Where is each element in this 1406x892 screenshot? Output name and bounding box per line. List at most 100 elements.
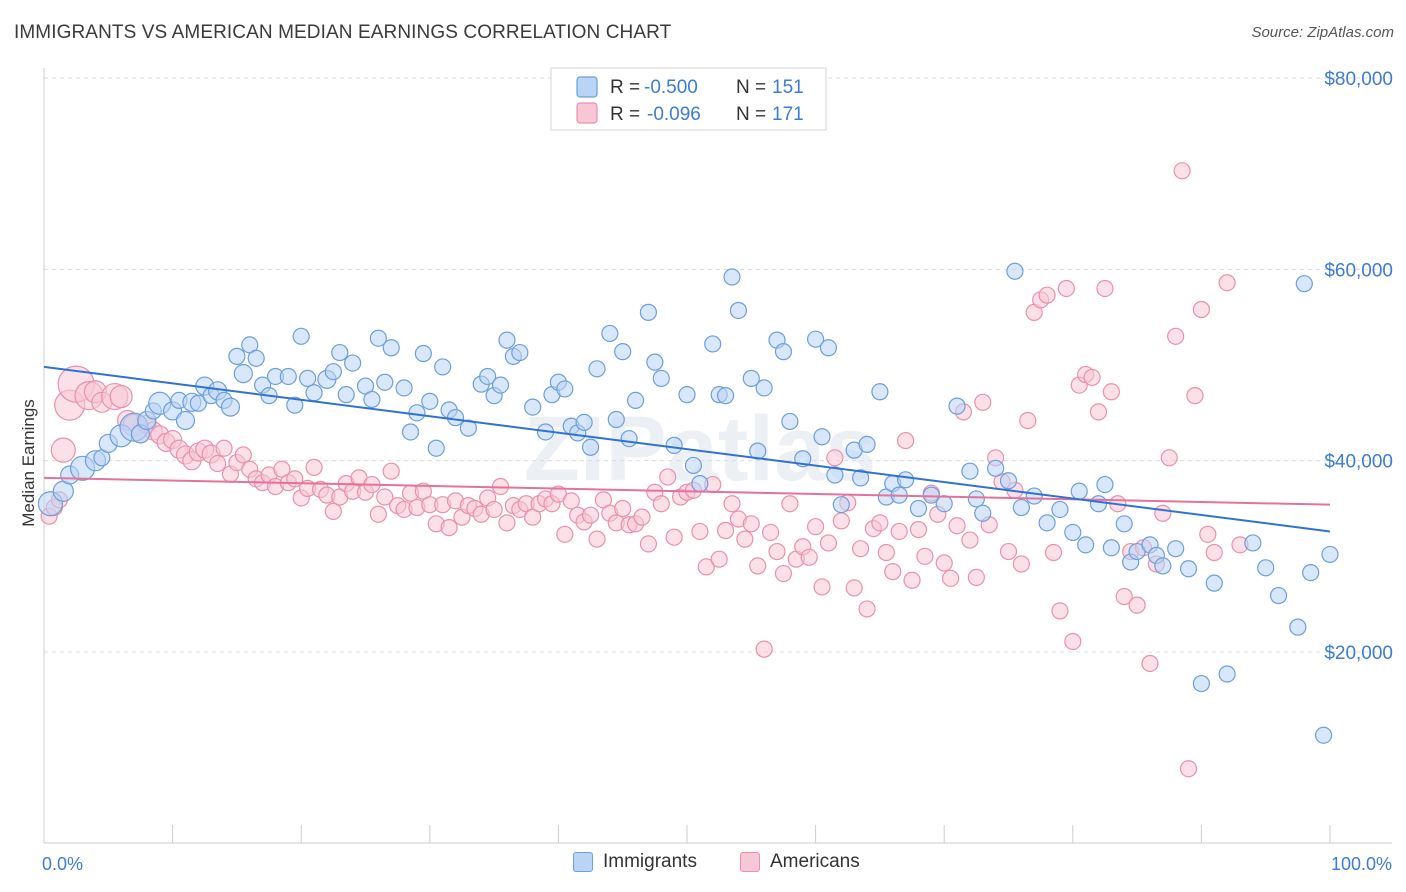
americans-point <box>1167 327 1185 345</box>
immigrants-point <box>742 369 760 387</box>
immigrants-point <box>1051 500 1069 519</box>
americans-point <box>1192 300 1211 319</box>
immigrants-point <box>446 409 465 427</box>
immigrants-point <box>723 268 741 286</box>
americans-point <box>209 454 227 473</box>
y-axis-title: Median Earnings <box>19 399 38 527</box>
immigrants-point <box>434 358 452 376</box>
immigrants-point <box>639 303 658 321</box>
x-tick-label-left: 0.0% <box>42 854 83 874</box>
immigrants-point <box>1257 559 1275 577</box>
americans-point <box>1051 602 1069 620</box>
immigrants-point <box>922 486 940 504</box>
immigrants-points <box>37 262 1339 744</box>
legend-item-americans[interactable]: Americans <box>740 851 860 873</box>
immigrants-point <box>1179 560 1198 578</box>
immigrants-point <box>999 472 1018 490</box>
legend-r-label-americans: R = <box>610 104 640 125</box>
immigrants-point <box>498 331 516 349</box>
americans-point <box>800 548 818 566</box>
immigrants-point <box>1115 515 1133 533</box>
immigrants-point <box>678 386 696 404</box>
americans-point <box>324 502 342 520</box>
immigrants-point <box>369 329 387 347</box>
americans-point <box>961 531 979 549</box>
americans-point <box>948 517 966 535</box>
americans-point <box>845 579 863 597</box>
americans-swatch <box>740 852 760 872</box>
y-tick-label: $20,000 <box>1324 643 1393 664</box>
immigrants-point <box>479 367 497 386</box>
americans-point <box>858 600 876 618</box>
immigrants-point <box>704 335 722 353</box>
immigrants-point <box>189 394 207 412</box>
immigrants-point <box>813 428 831 446</box>
immigrants-point <box>1089 495 1108 513</box>
immigrants-point <box>832 496 850 514</box>
legend-r-value-americans: -0.096 <box>647 104 701 125</box>
americans-point <box>1154 504 1172 522</box>
immigrants-point <box>909 499 928 518</box>
americans-point <box>665 528 683 546</box>
immigrants-point <box>459 419 477 437</box>
immigrants-point <box>948 397 966 415</box>
legend-r-value-immigrants: -0.500 <box>644 77 698 98</box>
americans-point <box>1199 525 1217 543</box>
americans-point <box>652 495 670 513</box>
americans-point <box>903 571 921 589</box>
americans-point <box>215 439 233 457</box>
americans-point <box>614 499 632 518</box>
immigrants-point <box>826 466 844 484</box>
immigrants-point <box>556 380 574 398</box>
americans-point <box>697 558 715 576</box>
immigrants-point <box>220 397 241 417</box>
americans-point <box>1012 555 1030 573</box>
immigrants-point <box>286 396 304 414</box>
immigrants-point <box>292 327 310 345</box>
immigrants-point <box>967 490 985 508</box>
americans-point <box>871 514 889 532</box>
legend-n-label-immigrants: N = <box>736 77 766 98</box>
legend-n-label-americans: N = <box>736 104 766 125</box>
americans-point <box>376 488 394 506</box>
immigrants-point <box>1102 539 1120 557</box>
immigrants-point <box>1077 536 1095 554</box>
immigrants-point <box>987 459 1005 477</box>
americans-point <box>819 534 838 552</box>
immigrants-point <box>716 387 735 405</box>
immigrants-point <box>1154 557 1172 575</box>
immigrants-point <box>1289 618 1307 636</box>
immigrants-point <box>1025 487 1043 505</box>
americans-point <box>890 522 908 541</box>
legend-item-immigrants[interactable]: Immigrants <box>573 851 697 873</box>
legend-r-label-immigrants: R = <box>610 77 640 98</box>
americans-point <box>588 530 606 548</box>
legend-swatch-immigrants <box>576 76 598 98</box>
americans-point <box>109 384 133 409</box>
americans-point <box>498 514 516 532</box>
legend-n-value-americans: 171 <box>772 104 804 125</box>
immigrants-point <box>1006 262 1024 280</box>
stats-legend: R = -0.500 N = 151 R = -0.096 N = 171 <box>550 67 827 131</box>
immigrants-point <box>511 343 529 362</box>
immigrants-point <box>781 412 799 431</box>
americans-point <box>832 512 850 530</box>
immigrants-point <box>1096 475 1114 494</box>
americans-point <box>761 523 780 542</box>
americans-point <box>369 505 387 523</box>
immigrants-point <box>935 495 953 513</box>
americans-point <box>768 542 786 561</box>
immigrants-point <box>1167 540 1185 558</box>
americans-point <box>884 563 902 581</box>
americans-point <box>440 519 458 537</box>
immigrants-point <box>1302 563 1320 582</box>
immigrants-point <box>382 339 400 357</box>
americans-point <box>806 518 825 536</box>
immigrants-point <box>691 475 709 493</box>
immigrants-point <box>601 324 619 343</box>
americans-point <box>562 492 580 510</box>
immigrants-point <box>299 369 317 387</box>
trend-lines <box>43 365 1331 533</box>
americans-point <box>710 550 728 568</box>
